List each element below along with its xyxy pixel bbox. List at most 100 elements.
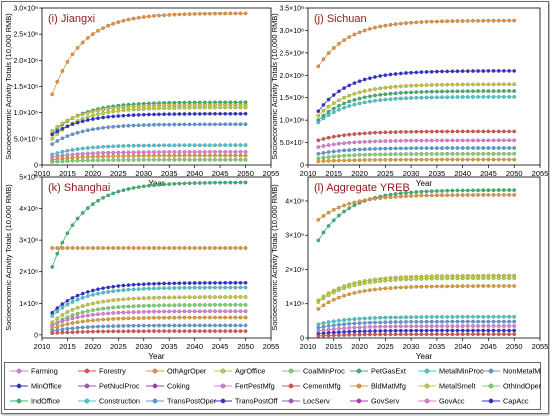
data-point (85, 325, 90, 329)
data-point (192, 153, 197, 158)
data-point (347, 284, 352, 289)
data-point (465, 328, 470, 333)
data-point (486, 284, 491, 288)
data-point (202, 246, 207, 250)
legend-marker (356, 398, 362, 404)
data-point (342, 333, 346, 337)
data-point (352, 140, 357, 145)
data-point (228, 315, 233, 320)
data-point (152, 323, 156, 328)
data-point (213, 180, 217, 185)
data-point (316, 238, 321, 243)
data-point (218, 309, 222, 314)
data-point (362, 147, 367, 152)
data-point (223, 329, 228, 333)
series-8 (316, 151, 517, 161)
data-point (435, 69, 439, 74)
data-point (60, 136, 65, 141)
data-point (496, 332, 501, 337)
data-point (414, 157, 419, 162)
data-point (321, 108, 326, 113)
x-tick-label: 2010 (300, 169, 317, 178)
data-point (60, 126, 65, 131)
data-point (362, 95, 367, 100)
data-point (507, 18, 511, 23)
x-tick-label: 2040 (186, 342, 203, 351)
data-point (409, 152, 413, 156)
legend-label: CapAcc (503, 397, 529, 406)
data-point (182, 295, 187, 300)
data-point (445, 69, 450, 74)
data-point (388, 315, 393, 320)
y-tick-label: 1.5×10⁸ (13, 84, 38, 91)
legend: Farming Forestry OthAgrOper AgrOffice CoalMi… (4, 362, 550, 410)
data-point (233, 111, 238, 116)
data-point (162, 315, 166, 320)
data-point (326, 155, 331, 159)
data-point (172, 303, 177, 308)
data-point (187, 143, 192, 148)
data-point (373, 25, 377, 30)
data-point (213, 323, 217, 328)
data-point (502, 188, 506, 192)
data-point (507, 95, 511, 99)
data-point (512, 328, 517, 333)
data-point (435, 189, 439, 193)
data-point (197, 246, 202, 250)
data-point (192, 105, 197, 110)
data-point (507, 82, 511, 87)
data-point (455, 69, 460, 74)
data-point (238, 150, 243, 154)
data-point (80, 295, 85, 300)
data-point (218, 246, 222, 250)
data-point (228, 153, 233, 158)
data-point (177, 150, 182, 154)
data-point (121, 105, 126, 110)
data-point (116, 189, 121, 194)
data-point (152, 281, 156, 286)
data-point (167, 303, 172, 308)
data-point (218, 157, 222, 162)
data-point (460, 188, 465, 193)
data-point (141, 323, 146, 328)
data-point (440, 69, 444, 74)
data-point (131, 107, 136, 112)
data-point (409, 319, 413, 324)
legend-entry: GovAcc (418, 397, 465, 406)
data-point (60, 240, 65, 245)
data-point (101, 286, 105, 291)
data-point (512, 157, 517, 162)
data-point (491, 188, 496, 193)
data-point (208, 309, 212, 314)
data-point (172, 181, 177, 186)
x-tick-label: 2025 (110, 342, 127, 351)
data-point (177, 315, 182, 320)
data-point (126, 123, 131, 128)
data-point (435, 193, 439, 198)
data-point (491, 324, 496, 328)
data-point (404, 90, 408, 95)
data-point (136, 304, 141, 308)
data-point (223, 303, 228, 307)
data-point (414, 152, 419, 156)
data-point (404, 320, 408, 324)
data-point (121, 108, 126, 113)
data-point (187, 157, 192, 162)
data-point (111, 317, 116, 321)
data-point (50, 132, 55, 137)
data-point (136, 282, 141, 287)
x-tick-label: 2040 (454, 342, 471, 351)
data-point (460, 138, 465, 143)
data-point (491, 276, 496, 280)
data-point (476, 146, 480, 150)
data-point (121, 158, 126, 162)
legend-entry: TransPostOper (146, 397, 217, 406)
data-point (152, 143, 156, 148)
data-point (131, 287, 136, 292)
data-point (162, 323, 166, 328)
data-point (187, 309, 192, 314)
data-point (162, 246, 166, 250)
data-point (486, 151, 491, 156)
data-point (419, 146, 424, 150)
